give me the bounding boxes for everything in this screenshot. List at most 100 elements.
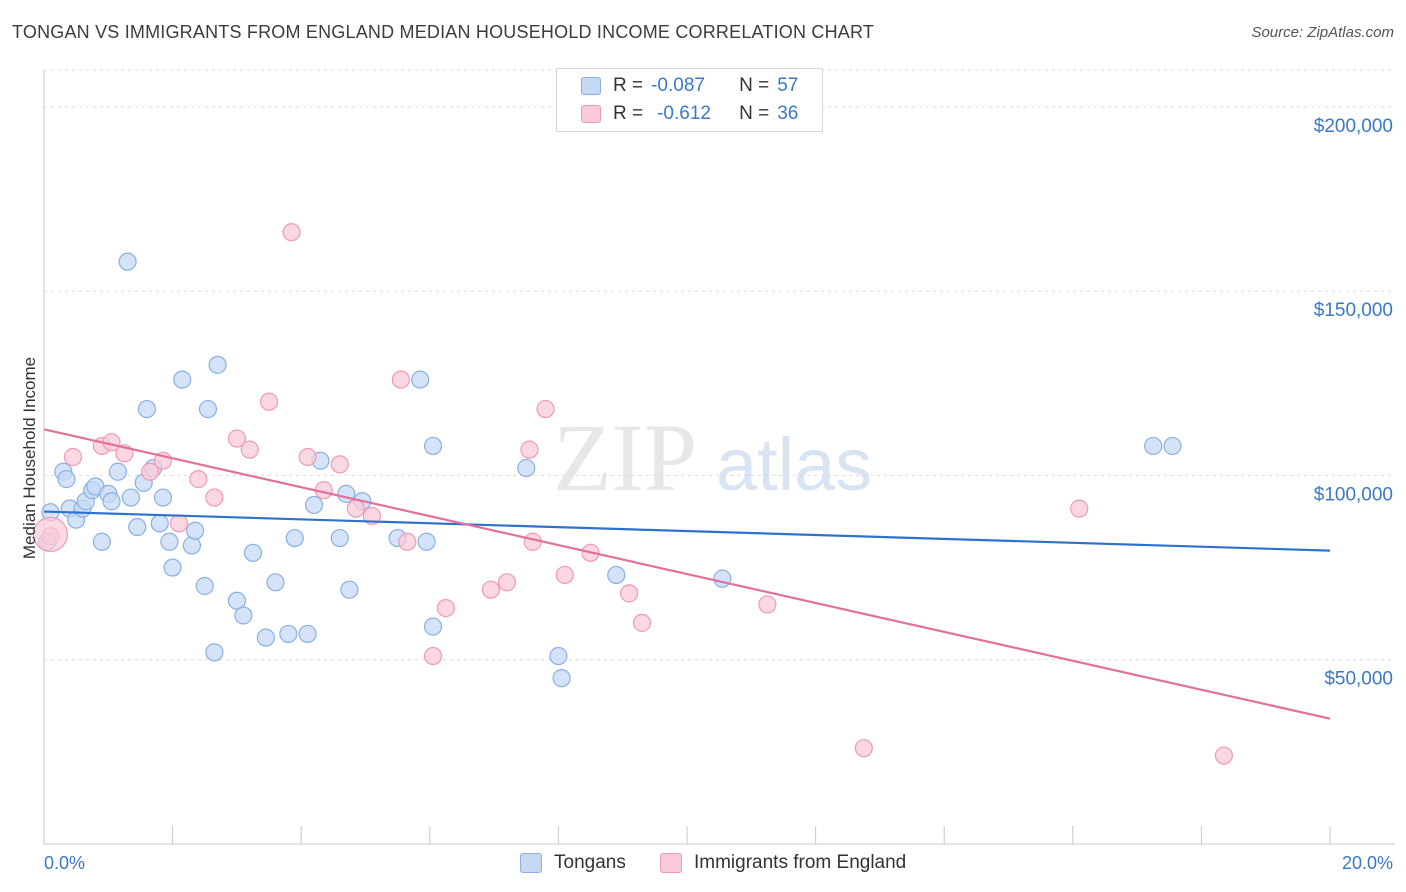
england-point-cluster (32, 516, 69, 553)
tongan-point (517, 458, 536, 478)
trend-lines (43, 428, 1331, 720)
y-tick-label: $200,000 (1314, 116, 1393, 137)
england-point (620, 584, 639, 603)
bottom-legend-swatch-pink (660, 853, 682, 873)
tongan-point (713, 569, 732, 588)
legend-row-england: R = -0.612 N = 36 (581, 101, 798, 127)
tongan-point (102, 492, 121, 511)
tongan-point (266, 573, 285, 592)
zipatlas-watermark: ZIP atlas (553, 404, 872, 511)
tongan-point (549, 646, 568, 666)
tongan-point (552, 669, 571, 688)
legend-swatch-blue (581, 77, 601, 95)
tongan-point (108, 462, 128, 481)
x-tick-label: 0.0% (44, 853, 85, 873)
tongan-point (118, 252, 137, 271)
tongan-point (1144, 436, 1163, 456)
tongan-point (243, 543, 263, 562)
tongan-point (173, 370, 192, 389)
tongan-point (208, 355, 227, 374)
england-point (398, 532, 417, 551)
england-point (227, 429, 246, 448)
y-axis-label: Median Household Income (20, 357, 39, 559)
watermark-atlas: atlas (716, 423, 872, 506)
chart-title: TONGAN VS IMMIGRANTS FROM ENGLAND MEDIAN… (12, 22, 875, 42)
bottom-legend-swatch-blue (520, 853, 542, 873)
england-point (1214, 746, 1234, 765)
tongan-point (234, 606, 253, 625)
tongan-point (1163, 436, 1182, 456)
tongan-point (163, 558, 182, 577)
legend-r-value: -0.612 (657, 103, 711, 124)
england-point (1070, 499, 1089, 518)
tongan-point (121, 488, 140, 507)
axes (43, 70, 1395, 845)
england-point (63, 447, 83, 467)
tongan-point (198, 399, 218, 419)
bottom-legend-england: Immigrants from England (660, 852, 906, 874)
tongan-point (607, 565, 626, 585)
tongan-point (195, 576, 214, 596)
england-point (140, 462, 160, 481)
england-point (523, 532, 542, 551)
grid-lines (44, 69, 1395, 661)
tongan-point (279, 624, 298, 644)
tongan-point (304, 495, 324, 515)
england-point (497, 573, 517, 592)
source-label: Source: ZipAtlas.com (1251, 24, 1394, 41)
legend-n-label: N = (739, 103, 770, 124)
tongan-point (182, 536, 201, 555)
england-point (391, 370, 410, 389)
watermark-zip: ZIP (553, 404, 697, 511)
legend-r-value: -0.087 (651, 75, 705, 96)
legend-row-tongans: R = -0.087 N = 57 (581, 73, 798, 99)
tongan-point (205, 643, 224, 662)
legend-n-value: 57 (777, 75, 799, 96)
england-point (436, 599, 455, 618)
england-point (854, 739, 873, 758)
england-point (330, 455, 349, 474)
tongan-point (298, 624, 317, 644)
england-trendline (43, 428, 1331, 720)
tick-labels: $50,000 $100,000 $150,000 $200,000 0.0% 20.0% (44, 116, 1393, 873)
tongan-point (417, 532, 436, 551)
legend-r-label: R = (613, 75, 644, 96)
y-tick-label: $50,000 (1324, 669, 1393, 690)
england-point (520, 440, 539, 459)
y-tick-label: $150,000 (1314, 300, 1393, 321)
tongan-point (137, 399, 156, 419)
tongan-point (340, 580, 359, 599)
legend-r-label: R = (613, 103, 644, 124)
england-point (240, 440, 259, 459)
bottom-legend-tongans: Tongans (520, 852, 626, 874)
tongan-trendline (43, 510, 1331, 552)
data-points (32, 223, 1234, 765)
tongan-point (150, 514, 169, 533)
bottom-legend-label: Tongans (554, 852, 626, 873)
y-tick-label: $100,000 (1314, 484, 1393, 505)
england-point (536, 399, 555, 419)
tongan-point (128, 517, 147, 537)
tongan-point (256, 628, 275, 647)
england-point (758, 595, 777, 614)
tongan-point (186, 521, 205, 540)
england-point (423, 646, 443, 666)
bottom-legend-label: Immigrants from England (694, 852, 907, 873)
tongan-point (153, 488, 173, 507)
england-point (169, 514, 189, 533)
tongan-point (423, 617, 443, 636)
england-point (346, 499, 365, 518)
tongan-point (285, 528, 304, 548)
england-point (205, 488, 224, 507)
legend-swatch-pink (581, 105, 601, 123)
legend-n-label: N = (739, 75, 770, 96)
england-point (555, 565, 574, 585)
england-point (259, 392, 279, 411)
england-point (481, 580, 500, 599)
tongan-point (411, 370, 430, 389)
tongan-point (57, 470, 76, 489)
x-tick-label: 20.0% (1342, 853, 1393, 873)
tongan-point (160, 532, 179, 551)
legend-n-value: 36 (777, 103, 799, 124)
